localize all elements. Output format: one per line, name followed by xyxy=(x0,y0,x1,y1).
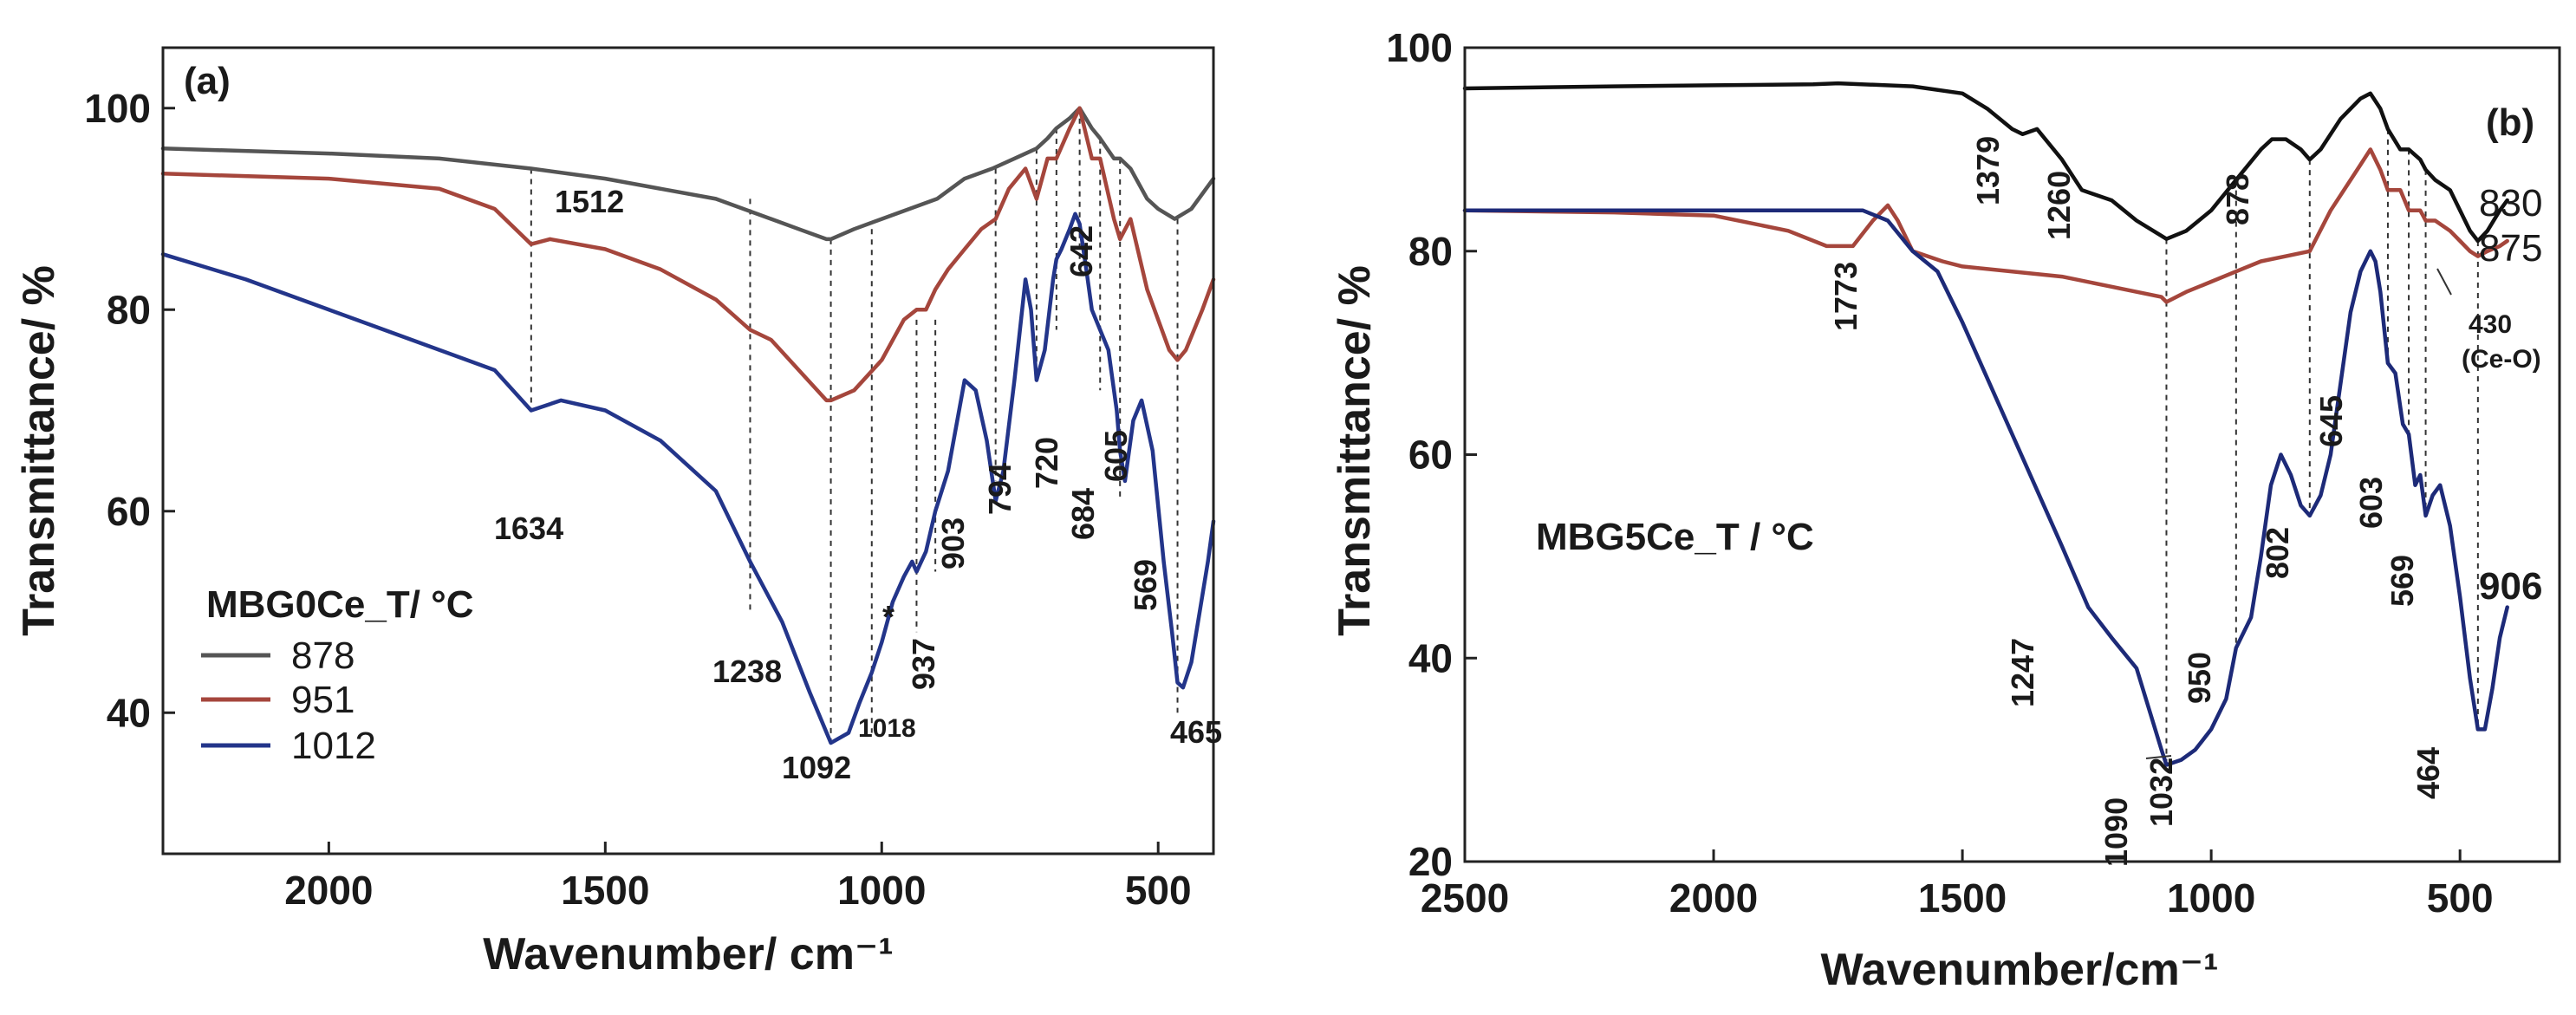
panel-b-y-ticks: 20 40 60 80 100 xyxy=(1386,25,1477,884)
panel-a-annotations: 1512 1634 1238 1092 1018 * 937 903 794 7… xyxy=(494,184,1222,785)
annotation-465: 465 xyxy=(1170,714,1222,750)
series-line-830 xyxy=(1462,81,2509,244)
annotation-1092: 1092 xyxy=(782,750,851,785)
annotation-830: 830 xyxy=(2479,182,2542,224)
y-tick-label-20: 20 xyxy=(1408,839,1453,884)
annotation-950: 950 xyxy=(2182,652,2217,704)
annotation-720: 720 xyxy=(1029,437,1064,489)
annotation-794: 794 xyxy=(982,463,1018,515)
annotation-ce-o: (Ce-O) xyxy=(2462,345,2541,374)
y-tick-label-40: 40 xyxy=(107,690,151,735)
x-tick-label-1000: 1000 xyxy=(837,868,926,913)
annotation-430: 430 xyxy=(2469,310,2512,339)
annotation-1512: 1512 xyxy=(555,184,624,219)
annotation-603: 603 xyxy=(2353,477,2389,529)
chart-panel-b: 2500 2000 1500 1000 500 20 40 60 80 100 (b) Wave… xyxy=(1330,25,2561,995)
chart-panel-a: 2000 1500 1000 500 40 60 80 100 (a) Wavenumber… xyxy=(14,46,1222,979)
y-tick-label-80: 80 xyxy=(1408,229,1453,274)
panel-a-x-axis-title: Wavenumber/ cm⁻¹ xyxy=(483,929,893,979)
y-tick-label-80: 80 xyxy=(107,287,151,332)
annotation-605: 605 xyxy=(1098,430,1134,482)
annotation-1634: 1634 xyxy=(494,511,563,546)
legend-label-878: 878 xyxy=(291,634,355,677)
annotation-875: 875 xyxy=(2479,227,2542,270)
x-tick-label-2500: 2500 xyxy=(1421,875,1509,921)
annotation-1238: 1238 xyxy=(712,654,782,689)
y-tick-label-60: 60 xyxy=(1408,433,1453,478)
panel-b-frame xyxy=(1463,46,2561,863)
panel-a-guide-lines xyxy=(530,107,1179,744)
series-line-1012 xyxy=(160,211,1216,745)
annotation-464: 464 xyxy=(2410,747,2446,799)
series-line-951 xyxy=(160,106,1216,403)
x-tick-label-1500: 1500 xyxy=(561,868,649,913)
x-tick-label-500: 500 xyxy=(2427,875,2494,921)
annotation-569: 569 xyxy=(1128,559,1163,611)
y-tick-label-100: 100 xyxy=(1386,25,1453,70)
annotation-1090: 1090 xyxy=(2098,797,2134,867)
annotation-906: 906 xyxy=(2479,565,2542,608)
annotation-645: 645 xyxy=(2313,395,2349,447)
annotation-asterisk: * xyxy=(882,599,894,634)
panel-a-label: (a) xyxy=(184,60,231,102)
annotation-1379: 1379 xyxy=(1970,136,2006,205)
legend-title: MBG0Ce_T/ °C xyxy=(206,583,474,626)
series-line-875 xyxy=(1462,147,2509,304)
panel-a-legend: MBG0Ce_T/ °C 878 951 1012 xyxy=(201,583,474,767)
annotation-878: 878 xyxy=(2220,173,2255,225)
legend-label-951: 951 xyxy=(291,679,355,721)
annotation-569: 569 xyxy=(2384,555,2420,607)
annotation-684: 684 xyxy=(1065,488,1101,540)
annotation-642: 642 xyxy=(1064,225,1099,277)
annotation-1018: 1018 xyxy=(858,714,916,743)
leader-1032 xyxy=(2145,755,2172,759)
annotation-1247: 1247 xyxy=(2005,638,2040,707)
leader-430 xyxy=(2436,268,2452,296)
x-tick-label-2000: 2000 xyxy=(1669,875,1758,921)
y-tick-label-40: 40 xyxy=(1408,635,1453,680)
x-tick-label-1000: 1000 xyxy=(2167,875,2255,921)
panel-b-guide-lines xyxy=(2165,128,2479,765)
annotation-802: 802 xyxy=(2260,527,2295,579)
panel-b-label: (b) xyxy=(2486,101,2534,144)
panel-b-x-axis-title: Wavenumber/cm⁻¹ xyxy=(1821,945,2219,995)
panel-b-annotations: 1379 1260 878 830 875 1773 430 (Ce-O) 64… xyxy=(1828,136,2542,867)
panel-b-series xyxy=(1462,81,2509,767)
x-tick-label-2000: 2000 xyxy=(284,868,373,913)
legend-label-1012: 1012 xyxy=(291,725,376,767)
y-tick-label-100: 100 xyxy=(84,86,151,131)
annotation-1260: 1260 xyxy=(2041,171,2077,240)
panel-a-y-ticks: 40 60 80 100 xyxy=(84,86,175,735)
x-tick-label-1500: 1500 xyxy=(1918,875,2007,921)
panel-a-series xyxy=(160,106,1216,745)
panel-b-y-axis-title: Transmittance/ % xyxy=(1330,265,1380,636)
annotation-903: 903 xyxy=(935,517,971,569)
panel-a-frame xyxy=(161,46,1215,856)
series-line-878 xyxy=(160,106,1216,242)
panel-b-x-ticks: 2500 2000 1500 1000 500 xyxy=(1421,849,2494,921)
panel-a-y-axis-title: Transmittance/ % xyxy=(14,265,64,636)
x-tick-label-500: 500 xyxy=(1125,868,1192,913)
panel-a-x-ticks: 2000 1500 1000 500 xyxy=(284,842,1192,913)
y-tick-label-60: 60 xyxy=(107,489,151,534)
annotation-937: 937 xyxy=(906,638,941,690)
series-line-906 xyxy=(1462,208,2509,767)
panel-b-series-label: MBG5Ce_T / °C xyxy=(1536,516,1814,558)
annotation-1032: 1032 xyxy=(2143,758,2179,827)
annotation-1773: 1773 xyxy=(1828,262,1864,331)
